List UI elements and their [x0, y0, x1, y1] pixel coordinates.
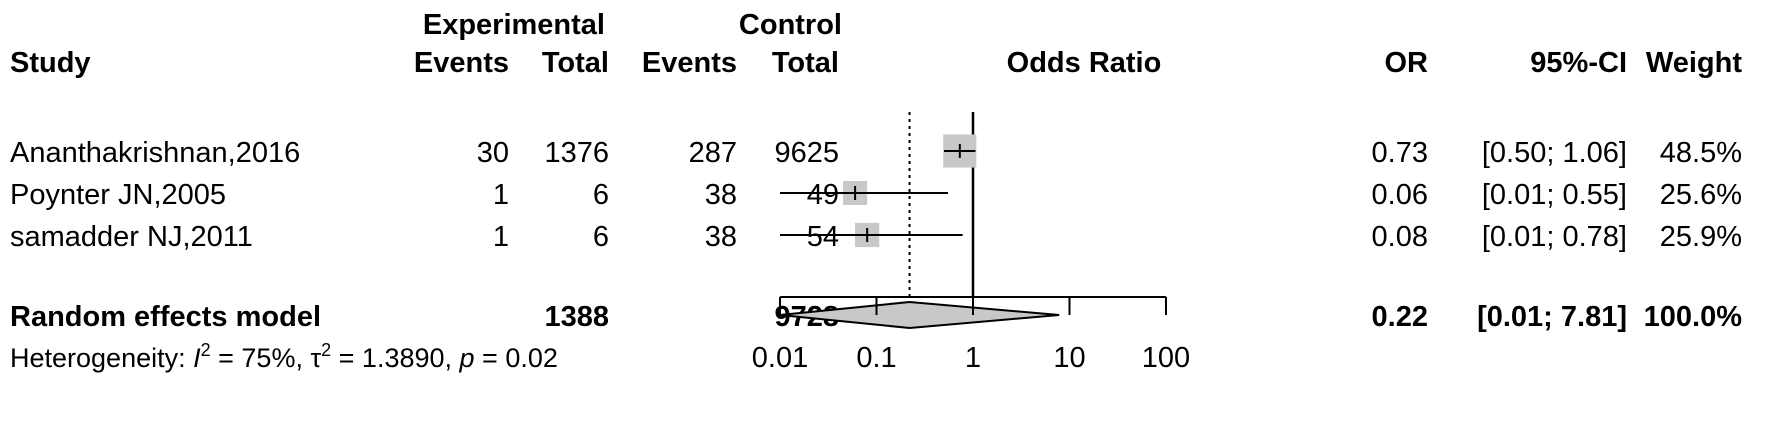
x-tick-label: 100	[1142, 342, 1190, 374]
study-row: samadder NJ,2011 1 6 38 54 0.08 [0.01; 0…	[10, 221, 1742, 253]
study-row: Ananthakrishnan,2016 30 1376 287 9625 0.…	[10, 137, 1742, 169]
study-ctrl-events: 287	[689, 137, 737, 169]
summary-exp-total: 1388	[544, 301, 609, 333]
study-weight: 25.6%	[1660, 179, 1742, 211]
heterogeneity-text: Heterogeneity: I2 = 75%, τ2 = 1.3890, p …	[10, 340, 558, 373]
study-ci: [0.50; 1.06]	[1482, 137, 1627, 169]
tau-squared-sup: 2	[321, 340, 331, 360]
tau-value: = 1.3890,	[331, 343, 459, 373]
header-exp-total: Total	[542, 47, 609, 79]
header-study: Study	[10, 47, 91, 79]
forest-graphics: 0.01 0.1 1 10 100	[752, 112, 1190, 374]
heterogeneity-prefix: Heterogeneity:	[10, 343, 193, 373]
study-weight: 25.9%	[1660, 221, 1742, 253]
header-control: Control	[739, 9, 842, 41]
study-exp-events: 30	[477, 137, 509, 169]
p-symbol: p	[459, 343, 475, 373]
header-odds-ratio: Odds Ratio	[1007, 47, 1162, 79]
header-ctrl-total: Total	[772, 47, 839, 79]
tau-symbol: τ	[310, 343, 321, 373]
study-ctrl-total: 54	[807, 221, 839, 253]
study-weight: 48.5%	[1660, 137, 1742, 169]
i-squared-sup: 2	[201, 340, 211, 360]
x-tick-label: 0.01	[752, 342, 808, 374]
study-ctrl-total: 9625	[774, 137, 839, 169]
study-ctrl-events: 38	[705, 179, 737, 211]
header-exp-events: Events	[414, 47, 509, 79]
header-ctrl-events: Events	[642, 47, 737, 79]
header-ci: 95%-CI	[1530, 47, 1627, 79]
study-name: Poynter JN,2005	[10, 179, 226, 211]
study-ctrl-total: 49	[807, 179, 839, 211]
study-row: Poynter JN,2005 1 6 38 49 0.06 [0.01; 0.…	[10, 179, 1742, 211]
study-or: 0.06	[1372, 179, 1428, 211]
study-exp-total: 1376	[544, 137, 609, 169]
study-ci: [0.01; 0.78]	[1482, 221, 1627, 253]
summary-weight: 100.0%	[1644, 301, 1743, 333]
pooled-diamond	[779, 300, 1060, 330]
study-ci: [0.01; 0.55]	[1482, 179, 1627, 211]
study-name: samadder NJ,2011	[10, 221, 253, 253]
study-exp-total: 6	[593, 221, 609, 253]
study-or: 0.08	[1372, 221, 1428, 253]
p-value: = 0.02	[475, 343, 558, 373]
summary-label: Random effects model	[10, 301, 321, 333]
study-or: 0.73	[1372, 137, 1428, 169]
i-value: = 75%,	[211, 343, 311, 373]
x-tick-label: 10	[1053, 342, 1085, 374]
header-weight: Weight	[1646, 47, 1742, 79]
header-or: OR	[1385, 47, 1429, 79]
study-exp-events: 1	[493, 221, 509, 253]
header-experimental: Experimental	[423, 9, 605, 41]
i-symbol: I	[193, 343, 201, 373]
study-exp-total: 6	[593, 179, 609, 211]
x-tick-label: 1	[965, 342, 981, 374]
study-exp-events: 1	[493, 179, 509, 211]
summary-or: 0.22	[1372, 301, 1428, 333]
study-ctrl-events: 38	[705, 221, 737, 253]
summary-ci: [0.01; 7.81]	[1477, 301, 1627, 333]
study-name: Ananthakrishnan,2016	[10, 137, 300, 169]
x-tick-label: 0.1	[856, 342, 896, 374]
